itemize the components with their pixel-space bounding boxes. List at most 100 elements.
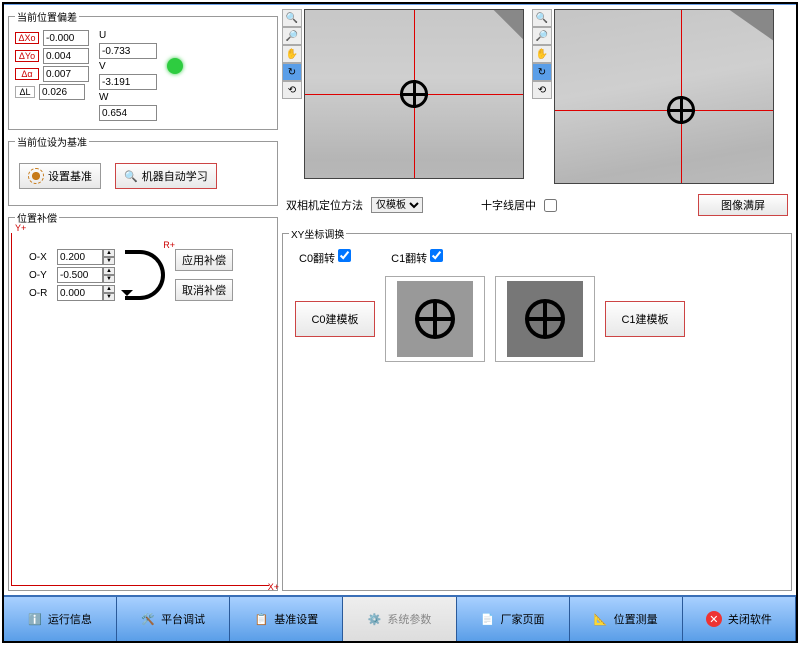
ox-down[interactable]: ▼ (103, 257, 115, 265)
tab-platform-debug[interactable]: 🛠️ 平台调试 (117, 597, 230, 641)
camera0-toolbar: 🔍 🔎 ✋ ↻ ⟲ (282, 9, 302, 184)
c1-template-button[interactable]: C1建模板 (605, 301, 685, 337)
status-indicator (167, 58, 183, 74)
c0-template-label: C0建模板 (311, 311, 358, 327)
c1-flip-label: C1翻转 (391, 253, 427, 265)
w-label: W (99, 92, 113, 103)
close-icon: ✕ (706, 611, 722, 627)
cross-center-checkbox[interactable] (544, 199, 557, 212)
camera1-crosshair-h (555, 110, 773, 111)
cancel-comp-label: 取消补偿 (182, 282, 226, 298)
cam1-hand-button[interactable]: ✋ (532, 45, 552, 63)
cam1-zoom-out-button[interactable]: 🔎 (532, 27, 552, 45)
c1-flip-row: C1翻转 (391, 249, 443, 266)
xy-adjust-title: XY坐标调换 (289, 226, 346, 241)
camera1-image (554, 9, 774, 184)
image-full-button[interactable]: 图像满屏 (698, 194, 788, 216)
da-input[interactable] (43, 66, 89, 82)
dxo-label: ΔXo (15, 32, 39, 44)
image-full-label: 图像满屏 (721, 197, 765, 213)
tab-close-software-label: 关闭软件 (728, 611, 772, 627)
c1-flip-checkbox[interactable] (430, 249, 443, 262)
camera1-panel: 🔍 🔎 ✋ ↻ ⟲ (532, 9, 774, 184)
tab-factory-page[interactable]: 📄 厂家页面 (457, 597, 570, 641)
c1-template-label: C1建模板 (621, 311, 668, 327)
y-axis (11, 233, 12, 586)
camera1-view[interactable] (554, 9, 774, 184)
ox-up[interactable]: ▲ (103, 249, 115, 257)
oy-up[interactable]: ▲ (103, 267, 115, 275)
y-axis-label: Y+ (15, 223, 26, 233)
u-label: U (99, 30, 113, 41)
set-baseline-button[interactable]: 设置基准 (19, 163, 101, 189)
baseline-title: 当前位设为基准 (15, 134, 89, 149)
c0-template-preview (385, 276, 485, 362)
cross-center-label: 十字线居中 (481, 197, 536, 213)
cam0-reset-button[interactable]: ⟲ (282, 81, 302, 99)
or-label: O-R (29, 288, 55, 299)
u-input[interactable] (99, 43, 157, 59)
auto-learn-label: 机器自动学习 (142, 168, 208, 184)
apply-comp-button[interactable]: 应用补偿 (175, 249, 233, 271)
cam1-zoom-in-button[interactable]: 🔍 (532, 9, 552, 27)
camera0-reticle-icon (400, 80, 428, 108)
w-input[interactable] (99, 105, 157, 121)
c0-template-button[interactable]: C0建模板 (295, 301, 375, 337)
position-comp-group: 位置补偿 Y+ X+ O-X ▲▼ O-Y ▲▼ (8, 210, 278, 591)
tab-platform-debug-label: 平台调试 (161, 611, 205, 627)
tab-base-settings[interactable]: 📋 基准设置 (230, 597, 343, 641)
v-label: V (99, 61, 113, 72)
oy-input[interactable] (57, 267, 103, 283)
cam0-zoom-in-button[interactable]: 🔍 (282, 9, 302, 27)
v-input[interactable] (99, 74, 157, 90)
camera0-view[interactable] (304, 9, 524, 179)
or-up[interactable]: ▲ (103, 285, 115, 293)
x-axis (11, 585, 269, 586)
tab-system-params-label: 系统参数 (387, 611, 431, 627)
c0-template-reticle-icon (415, 299, 455, 339)
x-axis-label: X+ (268, 582, 279, 592)
or-input[interactable] (57, 285, 103, 301)
tab-system-params[interactable]: ⚙️ 系统参数 (343, 597, 456, 641)
ox-label: O-X (29, 252, 55, 263)
dl-input[interactable] (39, 84, 85, 100)
dyo-label: ΔYo (15, 50, 39, 62)
ox-input[interactable] (57, 249, 103, 265)
tab-factory-page-label: 厂家页面 (500, 611, 544, 627)
c1-template-preview (495, 276, 595, 362)
dxo-input[interactable] (43, 30, 89, 46)
cam0-hand-button[interactable]: ✋ (282, 45, 302, 63)
tools-icon: 🛠️ (141, 613, 155, 626)
tab-position-measure[interactable]: 📐 位置测量 (570, 597, 683, 641)
cam0-zoom-out-button[interactable]: 🔎 (282, 27, 302, 45)
dl-label: ΔL (15, 86, 35, 98)
bottom-tab-bar: ℹ️ 运行信息 🛠️ 平台调试 📋 基准设置 ⚙️ 系统参数 📄 厂家页面 📐 … (4, 595, 796, 641)
auto-learn-button[interactable]: 🔍 机器自动学习 (115, 163, 217, 189)
dual-method-select[interactable]: 仅模板 (371, 197, 423, 213)
cam1-reset-button[interactable]: ⟲ (532, 81, 552, 99)
cam0-rotate-button[interactable]: ↻ (282, 63, 302, 81)
apply-comp-label: 应用补偿 (182, 252, 226, 268)
ruler-icon: 📐 (594, 613, 608, 626)
dyo-input[interactable] (43, 48, 89, 64)
xy-adjust-group: XY坐标调换 C0翻转 C1翻转 C0建模板 (282, 226, 792, 591)
tab-run-info-label: 运行信息 (48, 611, 92, 627)
tab-run-info[interactable]: ℹ️ 运行信息 (4, 597, 117, 641)
gear-icon (28, 168, 44, 184)
c0-flip-checkbox[interactable] (338, 249, 351, 262)
c0-flip-row: C0翻转 (299, 249, 351, 266)
gear-icon-tab: ⚙️ (368, 613, 382, 626)
cancel-comp-button[interactable]: 取消补偿 (175, 279, 233, 301)
c0-flip-label: C0翻转 (299, 253, 335, 265)
tab-close-software[interactable]: ✕ 关闭软件 (683, 597, 796, 641)
offsets-group: 当前位置偏差 ΔXo ΔYo Δα (8, 9, 278, 130)
oy-down[interactable]: ▼ (103, 275, 115, 283)
r-axis-label: R+ (163, 240, 175, 250)
camera0-panel: 🔍 🔎 ✋ ↻ ⟲ (282, 9, 524, 184)
or-down[interactable]: ▼ (103, 293, 115, 301)
dual-method-label: 双相机定位方法 (286, 197, 363, 213)
tab-position-measure-label: 位置测量 (614, 611, 658, 627)
cam1-rotate-button[interactable]: ↻ (532, 63, 552, 81)
tab-base-settings-label: 基准设置 (274, 611, 318, 627)
c1-template-image (507, 281, 583, 357)
